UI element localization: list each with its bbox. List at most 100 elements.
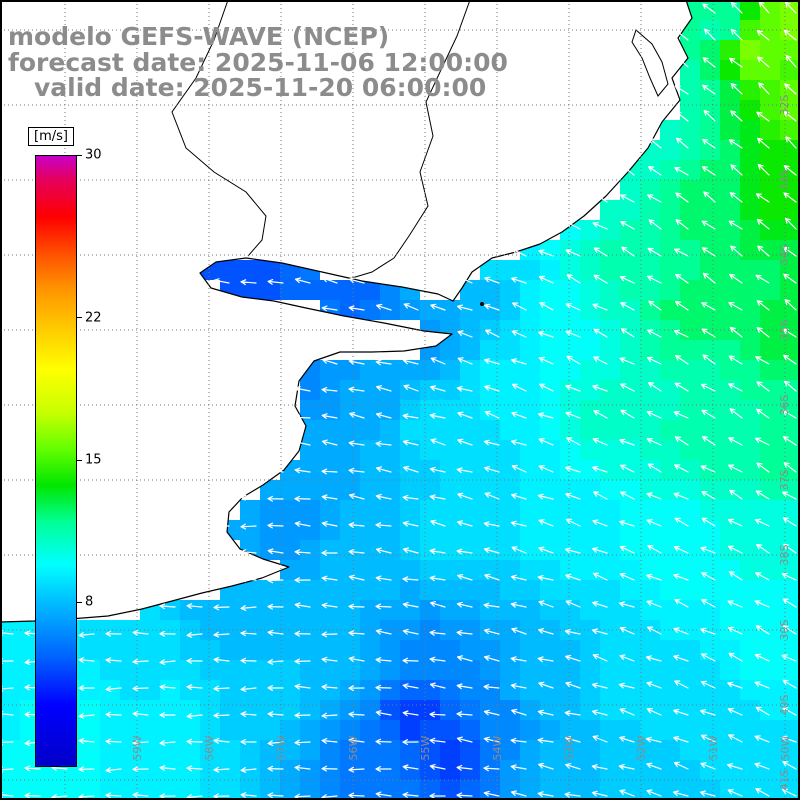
wind-speed-cell [680,640,700,660]
wind-arrow [783,543,797,554]
wind-arrow [647,626,662,635]
wind-arrow [267,522,284,529]
wind-arrow [730,28,743,41]
wind-speed-cell [640,580,660,600]
wind-speed-cell [280,600,300,620]
wind-arrow [619,654,635,662]
wind-speed-cell [760,120,780,140]
wind-arrow [484,303,500,311]
wind-arrow [105,657,122,664]
wind-speed-cell [480,420,500,440]
wind-speed-cell [360,580,380,600]
wind-speed-cell [340,620,360,640]
wind-speed-cell [640,420,660,440]
wind-arrow [592,519,608,527]
wind-arrow [105,711,122,718]
wind-speed-cell [740,300,760,320]
wind-speed-cell [700,280,720,300]
wind-speed-cell [560,740,580,760]
wind-speed-cell [240,640,260,660]
wind-arrow [758,82,770,95]
wind-speed-cell [720,160,740,180]
wind-speed-cell [780,0,800,20]
wind-arrow [240,494,257,501]
wind-arrow [429,575,446,582]
wind-speed-cell [180,640,200,660]
wind-speed-cell [520,780,540,800]
wind-arrow [593,193,608,203]
wind-arrow [159,740,176,746]
wind-arrow [78,632,95,638]
wind-speed-cell [480,360,500,380]
latitude-label: 40S [778,694,791,715]
wind-speed-cell [660,660,680,680]
wind-speed-cell [360,520,380,540]
wind-speed-cell [580,400,600,420]
wind-arrow [727,789,743,797]
wind-speed-cell [140,740,160,760]
wind-speed-cell [620,740,640,760]
wind-arrow [348,522,365,528]
longitude-label: 50W [779,735,792,760]
wind-arrow [267,577,284,584]
wind-speed-cell [600,540,620,560]
wind-speed-cell [500,460,520,480]
wind-speed-cell [500,340,520,360]
wind-speed-cell [180,660,200,680]
wind-speed-cell [600,420,620,440]
wind-speed-cell [300,500,320,520]
wind-speed-cell [360,640,380,660]
wind-speed-cell [380,680,400,700]
wind-arrow [456,629,473,636]
wind-arrow [105,738,122,745]
wind-speed-cell [660,440,680,460]
wind-speed-cell [580,340,600,360]
wind-arrow [78,738,95,744]
valid-date: valid date: 2025-11-20 06:00:00 [34,73,487,102]
wind-arrow [511,358,527,365]
wind-arrow [565,600,581,608]
wind-arrow [539,383,554,392]
wind-speed-cell [460,660,480,680]
wind-arrow [484,466,500,473]
wind-arrow [375,412,392,419]
wind-arrow [565,411,581,419]
wind-speed-cell [660,460,680,480]
wind-arrow [727,707,743,716]
wind-arrow [538,546,554,554]
wind-speed-cell [640,500,660,520]
wind-speed-cell [300,540,320,560]
wind-speed-cell [640,280,660,300]
wind-arrow [784,217,797,230]
wind-arrow [321,712,338,719]
wind-speed-cell [440,460,460,480]
wind-arrow [402,358,419,365]
wind-arrow [782,436,797,446]
wind-arrow [402,683,419,689]
wind-speed-cell [700,60,720,80]
wind-speed-cell [640,760,660,780]
wind-arrow [646,438,662,446]
wind-arrow [402,792,419,798]
wind-speed-cell [660,580,680,600]
wind-speed-cell [400,620,420,640]
wind-speed-cell [780,120,800,140]
wind-speed-cell [520,360,540,380]
wind-arrow [593,274,608,284]
wind-speed-cell [380,560,400,580]
wind-arrow [375,522,392,529]
wind-speed-cell [360,760,380,780]
wind-arrow [267,658,284,665]
wind-speed-cell [480,580,500,600]
wind-speed-cell [760,300,780,320]
wind-speed-cell [640,540,660,560]
wind-speed-cell [720,640,740,660]
wind-arrow [510,790,527,797]
wind-speed-cell [760,760,780,780]
wind-speed-cell [520,620,540,640]
wind-speed-cell [400,560,420,580]
wind-speed-cell [580,460,600,480]
wind-speed-cell [580,500,600,520]
wind-arrow [785,136,797,149]
wind-arrow [132,792,149,798]
